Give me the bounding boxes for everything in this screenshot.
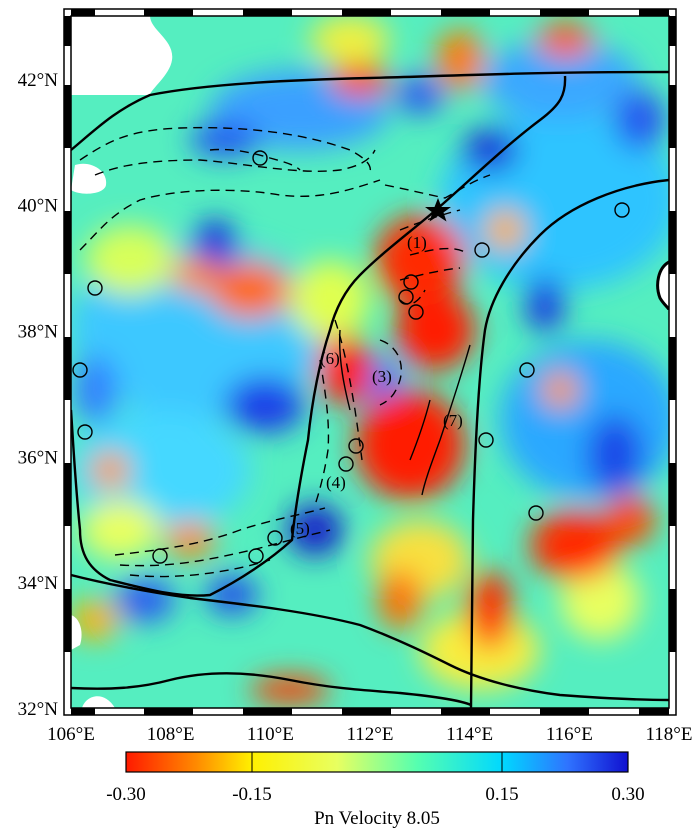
colorbar-tick-neg015: -0.15 — [232, 784, 272, 805]
longitude-tick-label: 110°E — [247, 724, 294, 745]
latitude-tick-label: 32°N — [18, 699, 59, 720]
fault-strands — [338, 329, 471, 496]
event-circle — [474, 242, 490, 258]
velocity-field — [71, 16, 669, 708]
map-frame — [63, 8, 677, 716]
longitude-tick-label: 112°E — [347, 724, 394, 745]
feature-label-4: (4) — [326, 473, 346, 492]
event-circle — [519, 362, 535, 378]
event-circle — [398, 289, 414, 305]
latitude-tick-label: 36°N — [18, 447, 59, 468]
longitude-labels: 106°E 108°E 110°E 112°E 114°E 116°E 118°E — [47, 724, 692, 745]
longitude-tick-label: 106°E — [47, 724, 95, 745]
longitude-tick-label: 108°E — [147, 724, 195, 745]
colorbar-tick-neg030: -0.30 — [106, 784, 146, 805]
longitude-tick-label: 114°E — [446, 724, 493, 745]
block-boundaries — [71, 70, 669, 708]
event-circle — [528, 505, 544, 521]
latitude-tick-label: 40°N — [18, 196, 59, 217]
event-circle — [152, 548, 168, 564]
event-circle — [403, 274, 419, 290]
feature-label-3: (3) — [372, 367, 392, 386]
event-circle — [248, 548, 264, 564]
feature-label-7: (7) — [443, 411, 463, 430]
colorbar: -0.30 -0.15 0.15 0.30 Pn Velocity 8.05 — [106, 751, 645, 829]
feature-label-1: (1) — [407, 233, 427, 252]
latitude-tick-label: 42°N — [18, 70, 59, 91]
event-circle — [338, 456, 354, 472]
event-circle — [478, 432, 494, 448]
latitude-tick-label: 38°N — [18, 322, 59, 343]
epicenter-star-icon — [425, 198, 451, 222]
event-circle — [614, 202, 630, 218]
longitude-tick-label: 118°E — [646, 724, 693, 745]
colorbar-title: Pn Velocity 8.05 — [314, 808, 440, 829]
event-circle — [87, 280, 103, 296]
event-circle — [267, 530, 283, 546]
latitude-labels: 32°N 34°N 36°N 38°N 40°N 42°N — [18, 70, 59, 720]
feature-label-5: (5) — [290, 519, 310, 538]
event-circle — [408, 304, 424, 320]
feature-labels: (1) (3) (4) (5) (6) (7) — [290, 233, 463, 538]
colorbar-tick-pos015: 0.15 — [485, 784, 518, 805]
feature-label-6: (6) — [320, 349, 340, 368]
colorbar-tick-pos030: 0.30 — [611, 784, 644, 805]
latitude-tick-label: 34°N — [18, 573, 59, 594]
event-circle — [72, 362, 88, 378]
event-circle — [77, 424, 93, 440]
event-circle — [348, 438, 364, 454]
longitude-tick-label: 116°E — [546, 724, 593, 745]
colorbar-gradient — [125, 751, 629, 773]
event-circle — [252, 150, 268, 166]
fault-lines — [79, 126, 491, 578]
event-circles — [72, 150, 630, 564]
